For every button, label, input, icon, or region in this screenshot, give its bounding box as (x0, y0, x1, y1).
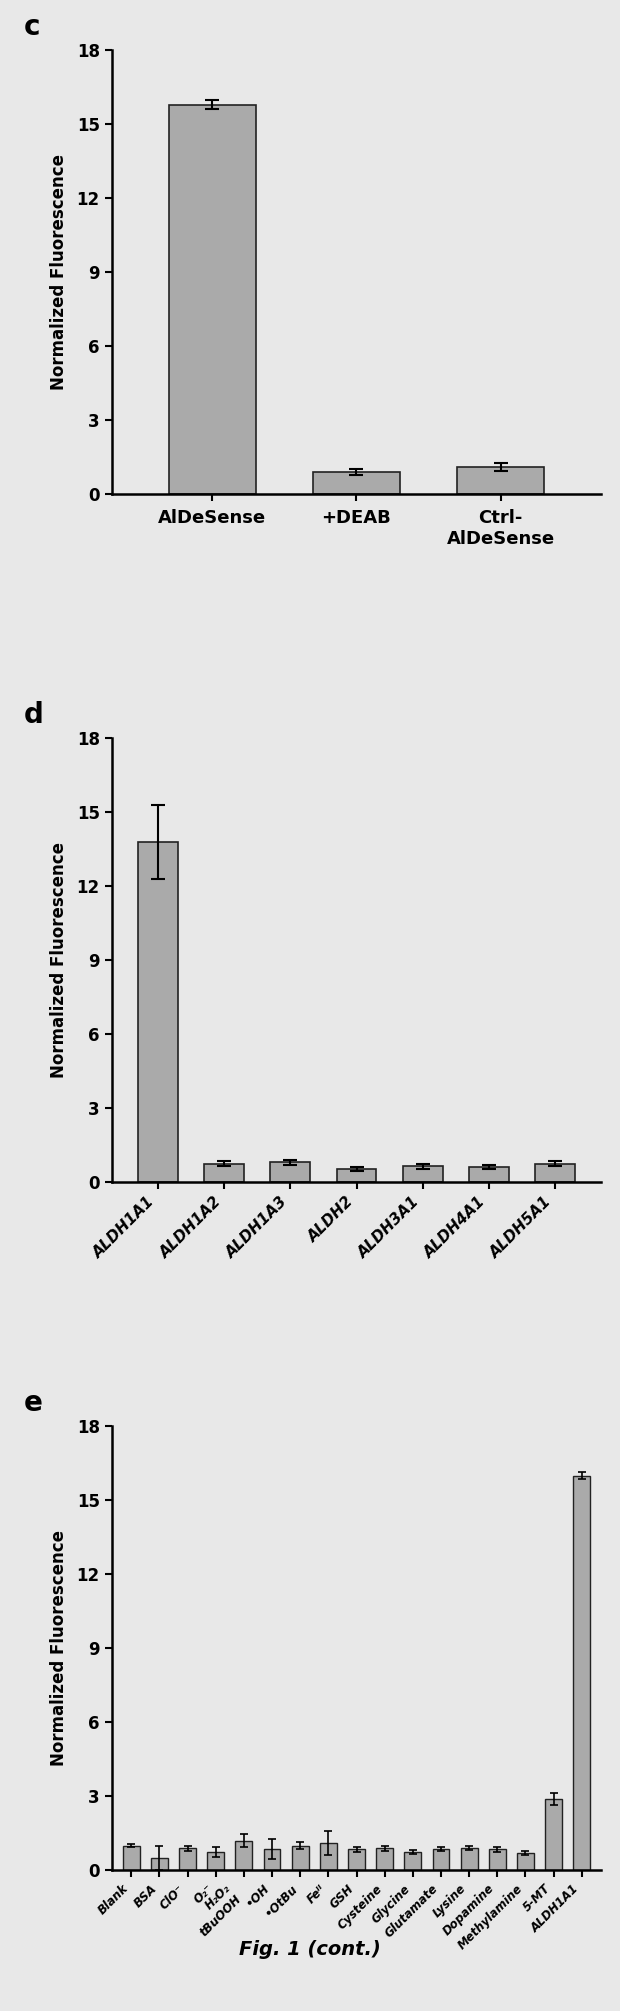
Bar (469, 1168, 509, 1182)
Y-axis label: Normalized Fluorescence: Normalized Fluorescence (50, 1530, 68, 1766)
Bar (204, 1164, 244, 1182)
Bar (236, 1840, 252, 1870)
Text: e: e (24, 1390, 42, 1418)
Bar (151, 1858, 168, 1870)
Bar (264, 1850, 280, 1870)
Bar (461, 1848, 477, 1870)
Bar (545, 1798, 562, 1870)
Bar (207, 1852, 224, 1870)
Bar (376, 1848, 393, 1870)
Bar (489, 1850, 506, 1870)
Bar (348, 1850, 365, 1870)
Bar (270, 1162, 310, 1182)
Y-axis label: Normalized Fluorescence: Normalized Fluorescence (50, 155, 68, 390)
Bar (458, 467, 544, 495)
Bar (535, 1164, 575, 1182)
Bar (433, 1850, 450, 1870)
Bar (169, 105, 255, 495)
Bar (517, 1852, 534, 1870)
Text: Fig. 1 (cont.): Fig. 1 (cont.) (239, 1941, 381, 1959)
Bar (403, 1166, 443, 1182)
Bar (313, 473, 400, 495)
Text: c: c (24, 14, 40, 42)
Bar (292, 1846, 309, 1870)
Bar (404, 1852, 421, 1870)
Bar (138, 843, 178, 1182)
Bar (320, 1844, 337, 1870)
Bar (574, 1476, 590, 1870)
Y-axis label: Normalized Fluorescence: Normalized Fluorescence (50, 843, 68, 1078)
Bar (337, 1168, 376, 1182)
Bar (123, 1846, 140, 1870)
Bar (179, 1848, 196, 1870)
Text: d: d (24, 702, 43, 730)
